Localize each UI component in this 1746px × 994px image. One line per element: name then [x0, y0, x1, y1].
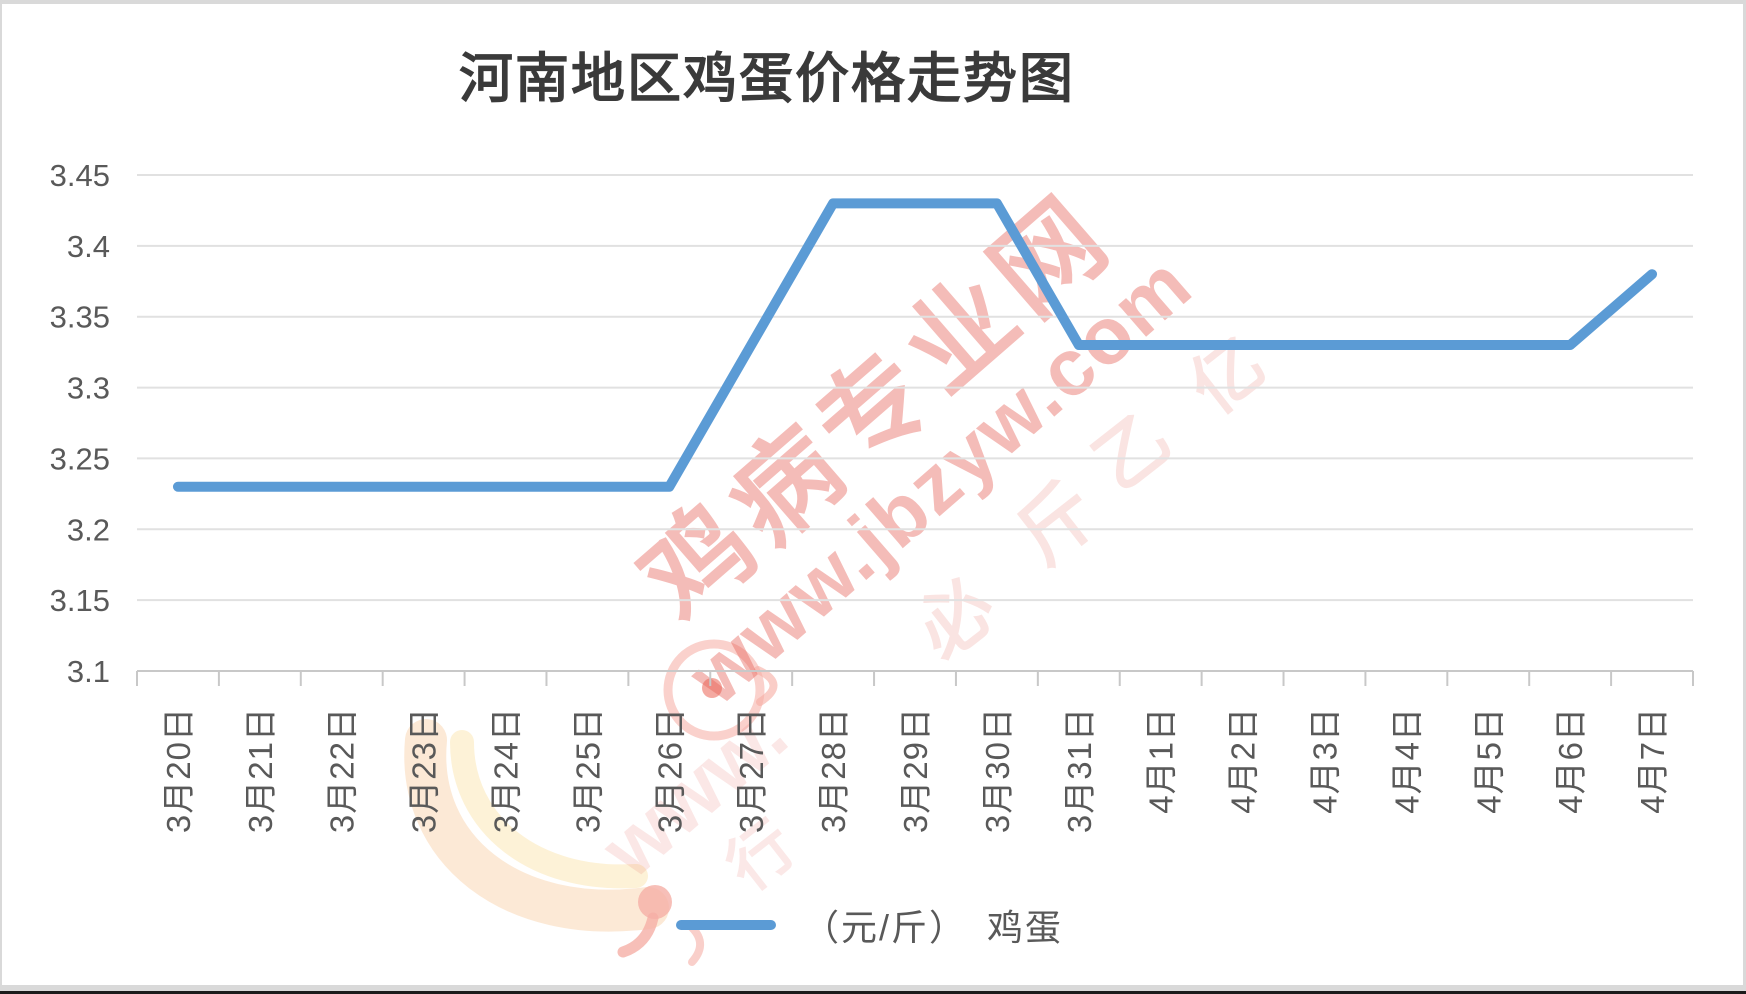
- legend: （元/斤） 鸡蛋: [676, 903, 1063, 948]
- x-tick-label: 3月23日: [406, 707, 443, 833]
- x-tick-label: 3月29日: [897, 707, 934, 833]
- legend-label: （元/斤） 鸡蛋: [803, 907, 1064, 948]
- y-tick-label: 3.45: [50, 158, 110, 193]
- x-tick-label: 3月28日: [815, 707, 852, 833]
- x-tick-label: 4月2日: [1225, 707, 1262, 814]
- x-tick-label: 4月4日: [1388, 707, 1425, 814]
- x-tick-label: 3月21日: [242, 707, 279, 833]
- y-tick-label: 3.2: [67, 512, 110, 547]
- y-tick-label: 3.25: [50, 441, 110, 476]
- x-tick-label: 4月5日: [1470, 707, 1507, 814]
- bottom-border: [0, 985, 1746, 991]
- y-tick-label: 3.1: [67, 654, 110, 689]
- bottom-dark-strip: [0, 991, 1746, 994]
- x-tick-label: 4月3日: [1306, 707, 1343, 814]
- price-series-line: [172, 198, 1658, 492]
- x-tick-label: 3月27日: [733, 707, 770, 833]
- x-tick-label: 4月6日: [1552, 707, 1589, 814]
- legend-line-swatch: [676, 920, 776, 930]
- x-tick-label: 3月26日: [651, 707, 688, 833]
- y-tick-label: 3.3: [67, 371, 110, 406]
- x-tick-label: 3月25日: [569, 707, 606, 833]
- x-tick-label: 3月31日: [1061, 707, 1098, 833]
- x-tick-label: 3月22日: [324, 707, 361, 833]
- x-tick-label: 3月30日: [979, 707, 1016, 833]
- y-tick-label: 3.4: [67, 229, 110, 264]
- y-tick-label: 3.15: [50, 583, 110, 618]
- x-tick-label: 3月20日: [160, 707, 197, 833]
- y-tick-label: 3.35: [50, 300, 110, 335]
- x-tick-label: 3月24日: [488, 707, 525, 833]
- x-tick-label: 4月1日: [1143, 707, 1180, 814]
- x-tick-label: 4月7日: [1634, 707, 1671, 814]
- chart-title: 河南地区鸡蛋价格走势图: [459, 49, 1075, 109]
